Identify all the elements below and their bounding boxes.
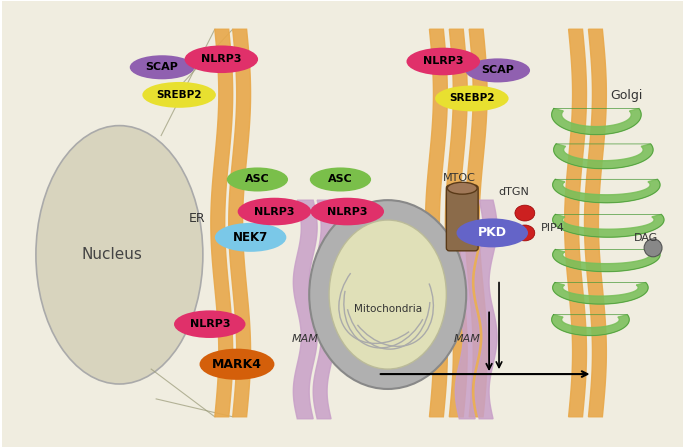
Ellipse shape [310,198,384,225]
Text: Mitochondria: Mitochondria [353,305,422,314]
FancyBboxPatch shape [447,185,478,251]
Polygon shape [553,250,660,271]
Polygon shape [551,108,641,134]
Polygon shape [425,29,447,417]
Polygon shape [584,29,606,417]
Polygon shape [553,215,664,237]
Ellipse shape [310,168,371,191]
Ellipse shape [199,349,275,380]
Text: NLRP3: NLRP3 [201,54,242,64]
Text: NLRP3: NLRP3 [327,207,368,216]
Text: NLRP3: NLRP3 [190,319,230,329]
Text: PIP4: PIP4 [540,223,564,233]
Text: NLRP3: NLRP3 [254,207,295,216]
Ellipse shape [142,82,216,108]
Ellipse shape [36,125,203,384]
Text: dTGN: dTGN [499,187,530,197]
Ellipse shape [174,310,245,338]
Text: MAM: MAM [292,334,319,344]
Text: NEK7: NEK7 [233,231,269,244]
Ellipse shape [215,223,286,252]
Ellipse shape [184,45,258,73]
Polygon shape [465,29,487,417]
Text: NLRP3: NLRP3 [423,56,464,66]
Ellipse shape [515,225,535,241]
Polygon shape [211,29,233,417]
Text: ASC: ASC [245,174,270,185]
Polygon shape [553,179,660,203]
Ellipse shape [435,86,508,112]
Polygon shape [553,144,653,168]
Text: ASC: ASC [328,174,353,185]
Text: SCAP: SCAP [146,62,179,72]
Polygon shape [564,29,586,417]
Polygon shape [293,200,317,419]
Ellipse shape [456,219,528,247]
Ellipse shape [309,200,466,389]
Text: ER: ER [188,211,206,224]
Ellipse shape [465,58,530,82]
Polygon shape [313,200,335,419]
Text: DAG: DAG [634,233,658,243]
Text: PKD: PKD [477,226,507,239]
Ellipse shape [238,198,311,225]
Text: MTOC: MTOC [443,173,475,183]
Ellipse shape [406,47,480,75]
Polygon shape [445,29,467,417]
Ellipse shape [644,239,662,257]
Ellipse shape [447,182,477,194]
Ellipse shape [329,220,447,369]
Text: SREBP2: SREBP2 [156,90,202,100]
Text: MARK4: MARK4 [212,358,262,371]
Text: SREBP2: SREBP2 [449,94,495,103]
Text: Nucleus: Nucleus [81,247,142,263]
Polygon shape [551,314,630,336]
Ellipse shape [515,205,535,221]
Ellipse shape [129,55,195,79]
Text: SCAP: SCAP [482,65,514,75]
Text: MAM: MAM [453,334,481,344]
Polygon shape [229,29,251,417]
Text: Golgi: Golgi [610,89,643,102]
Ellipse shape [227,168,288,191]
Polygon shape [475,200,497,419]
Polygon shape [456,200,479,419]
Polygon shape [553,283,648,304]
